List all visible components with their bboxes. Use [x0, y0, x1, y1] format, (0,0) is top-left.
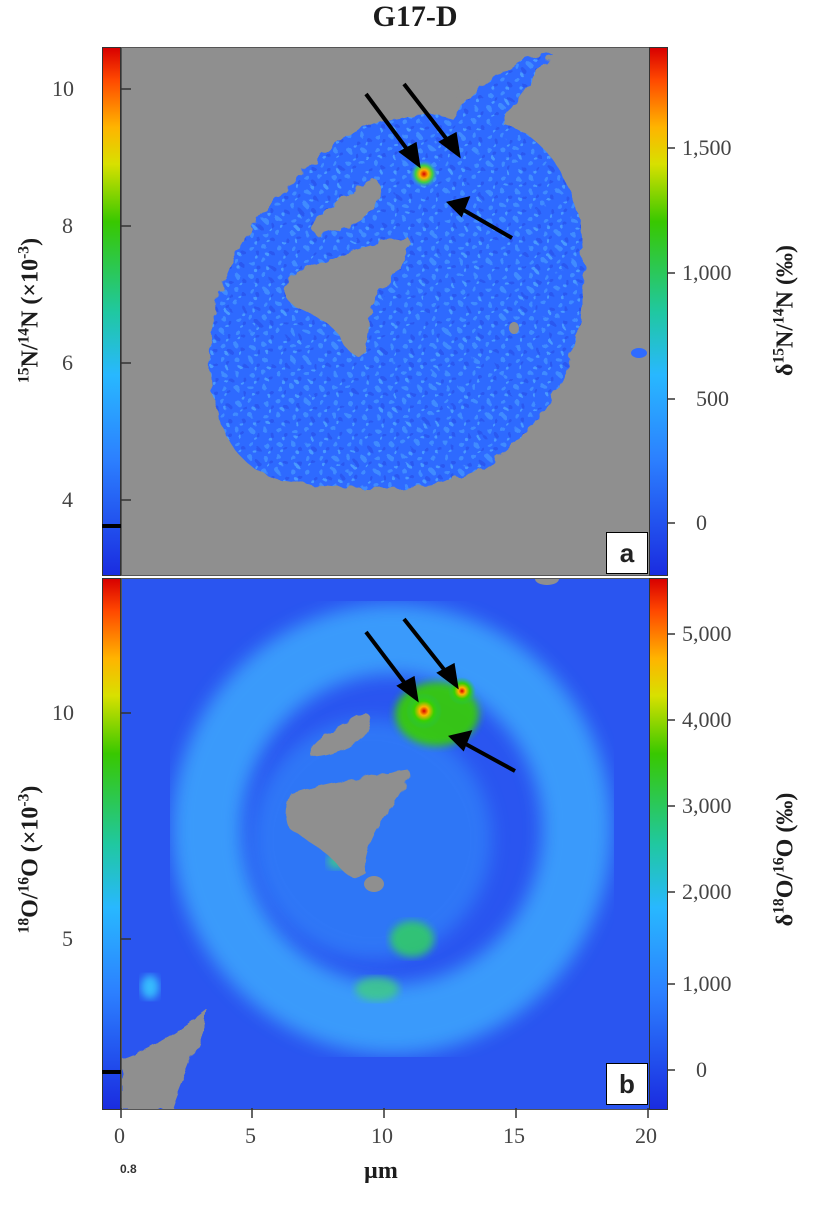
hotspot-b-1	[406, 693, 442, 729]
x-stray-label: 0.8	[120, 1162, 137, 1176]
panel-a-left-tick-4: 4	[62, 487, 73, 512]
panel-a-left-axis-title: 15N/14N (×10-3)	[15, 237, 44, 384]
panel-a-badge: a	[606, 532, 648, 574]
panel-b-right-tick-5000: 5,000	[682, 621, 732, 646]
panel-b-right-colorbar	[649, 578, 668, 1110]
panel-b-badge: b	[606, 1063, 648, 1105]
panel-b-left-colorbar	[102, 578, 121, 1110]
panel-a-nitrogen-map	[209, 53, 647, 489]
hole-a-1	[314, 179, 381, 236]
particle-a-body	[209, 53, 584, 489]
panel-b-left-tick-5: 5	[62, 926, 73, 951]
panel-b-right-axis-title: δ18O/16O (‰)	[770, 792, 799, 927]
hole-a-2	[285, 236, 409, 357]
hole-b-1	[310, 713, 371, 757]
panel-a-right-tick-1000: 1,000	[682, 260, 732, 285]
panel-b-right-tick-4000: 4,000	[682, 707, 732, 732]
panel-a-image: a	[121, 47, 650, 576]
panel-b-oxygen-map	[122, 579, 612, 1109]
panel-a-right-tick-500: 500	[696, 386, 729, 411]
x-tick-5: 5	[245, 1123, 256, 1148]
hole-b-3	[122, 1009, 207, 1109]
panel-b-image: b	[121, 578, 650, 1110]
x-tick-10: 10	[371, 1123, 393, 1148]
x-tick-15: 15	[503, 1123, 525, 1148]
panel-b-right-tick-0: 0	[696, 1057, 707, 1082]
panel-b-left-tick-10: 10	[52, 700, 74, 725]
panel-b-right-tick-1000: 1,000	[682, 971, 732, 996]
panel-b-left-colorbar-marker	[102, 1070, 121, 1074]
x-tick-0: 0	[114, 1123, 125, 1148]
panel-b-right-tick-3000: 3,000	[682, 793, 732, 818]
panel-a-right-tick-0: 0	[696, 510, 707, 535]
panel-b-left-axis-title: 18O/16O (×10-3)	[15, 785, 44, 934]
panel-a-left-colorbar	[102, 47, 121, 576]
x-tick-20: 20	[635, 1123, 657, 1148]
hole-a-3	[454, 79, 481, 100]
panel-a-right-tick-1500: 1,500	[682, 135, 732, 160]
panel-a-left-tick-10: 10	[52, 76, 74, 101]
figure-title: G17-D	[372, 0, 458, 33]
panel-a-left-tick-6: 6	[62, 350, 73, 375]
hotspot-a	[410, 160, 438, 188]
panel-a-right-colorbar	[649, 47, 668, 576]
panel-b-right-tick-2000: 2,000	[682, 879, 732, 904]
panel-a-left-colorbar-marker	[102, 524, 121, 528]
x-axis-title: µm	[364, 1158, 398, 1184]
panel-a-left-tick-8: 8	[62, 213, 73, 238]
hole-b-2	[286, 769, 409, 878]
panel-a-right-axis-title: δ15N/14N (‰)	[770, 245, 799, 376]
